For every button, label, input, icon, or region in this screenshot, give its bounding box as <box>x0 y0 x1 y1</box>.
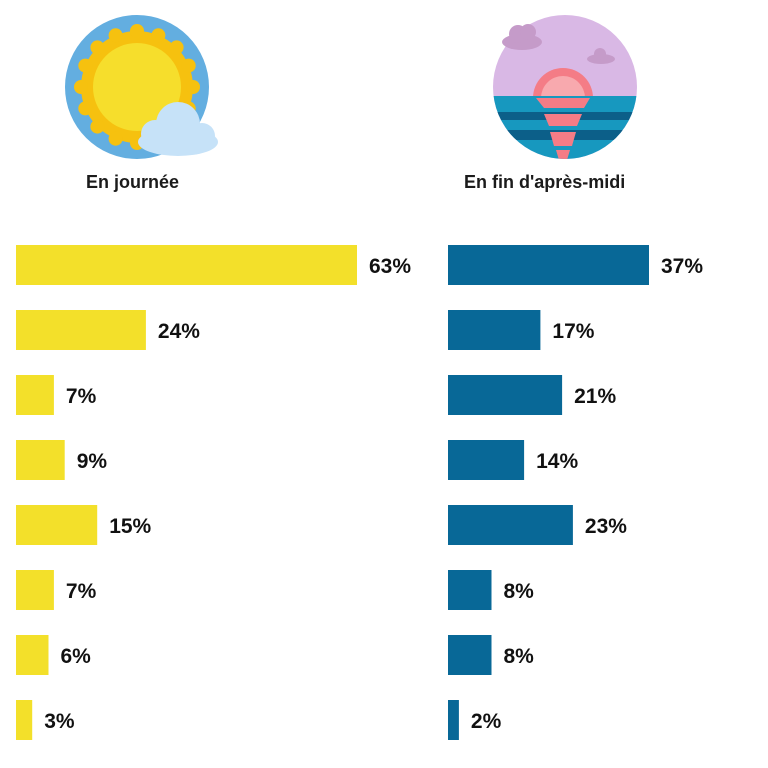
bar-day-0 <box>16 245 357 285</box>
evening-bars: 37% 17% 21% 14% 23% 8% 8% 2% <box>448 245 703 740</box>
bar-evening-1 <box>448 310 541 350</box>
evening-chart-title: En fin d'après-midi <box>464 172 626 192</box>
bar-day-5 <box>16 570 54 610</box>
bar-label-evening-1: 17% <box>552 320 594 343</box>
bar-label-day-6: 6% <box>61 645 92 668</box>
bar-day-2 <box>16 375 54 415</box>
bar-label-evening-2: 21% <box>574 385 616 408</box>
bar-day-1 <box>16 310 146 350</box>
day-chart-panel: En journée 63% 24% 7% 9% 15% 7% 6% 3% <box>16 14 411 740</box>
bar-label-day-2: 7% <box>66 385 97 408</box>
bar-label-day-0: 63% <box>369 255 411 278</box>
bar-day-7 <box>16 700 33 740</box>
sun-cloud-icon <box>60 14 220 164</box>
bar-label-evening-6: 8% <box>504 645 535 668</box>
bar-evening-6 <box>448 635 492 675</box>
bar-evening-3 <box>448 440 525 480</box>
bar-label-evening-4: 23% <box>585 515 627 538</box>
bar-day-4 <box>16 505 98 545</box>
bar-label-day-7: 3% <box>44 710 75 733</box>
evening-chart-panel: En fin d'après-midi 37% 17% 21% 14% 23% 8% 8% 2… <box>384 0 768 768</box>
bar-evening-7 <box>448 700 459 740</box>
bar-label-evening-7: 2% <box>471 710 502 733</box>
day-bars: 63% 24% 7% 9% 15% 7% 6% 3% <box>16 245 411 740</box>
bar-label-day-5: 7% <box>66 580 97 603</box>
bar-label-day-1: 24% <box>158 320 200 343</box>
bar-evening-5 <box>448 570 492 610</box>
bar-day-3 <box>16 440 65 480</box>
day-chart-title: En journée <box>86 172 180 192</box>
bar-evening-2 <box>448 375 563 415</box>
bar-label-day-4: 15% <box>109 515 151 538</box>
bar-evening-4 <box>448 505 573 545</box>
bar-label-evening-3: 14% <box>536 450 578 473</box>
bar-label-evening-0: 37% <box>661 255 703 278</box>
bar-day-6 <box>16 635 49 675</box>
bar-evening-0 <box>448 245 649 285</box>
bar-label-evening-5: 8% <box>504 580 535 603</box>
sunset-sea-icon <box>488 14 648 164</box>
bar-label-day-3: 9% <box>77 450 108 473</box>
